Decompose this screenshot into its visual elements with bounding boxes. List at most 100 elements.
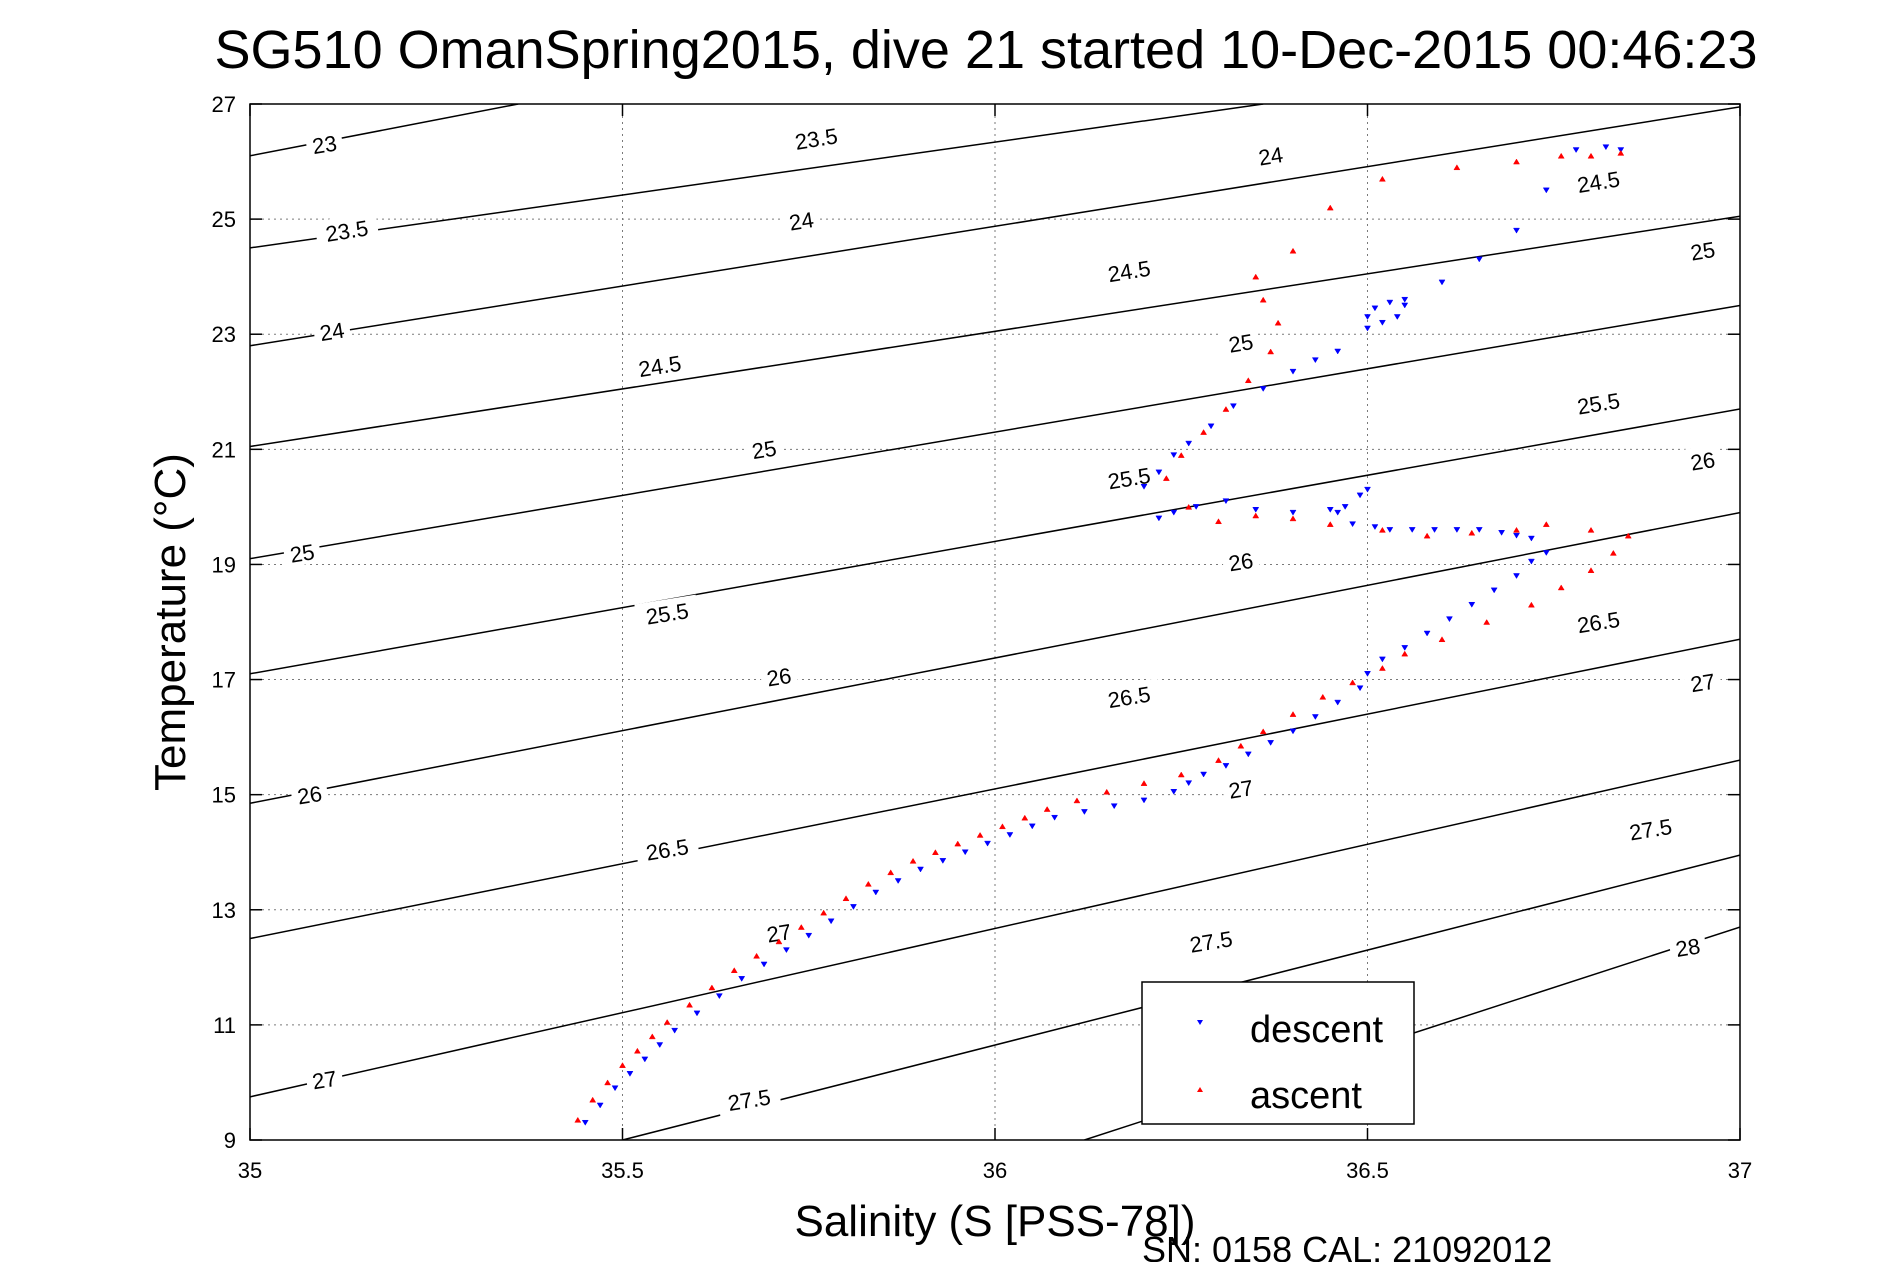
descent-point [1080, 809, 1088, 815]
descent-points [581, 144, 1625, 1126]
contour-label: 25 [282, 536, 322, 568]
contour-label-background [304, 1062, 345, 1095]
y-tick-label: 13 [212, 898, 236, 923]
descent-point [1408, 527, 1416, 533]
descent-point [1378, 656, 1386, 663]
descent-point [1542, 187, 1550, 194]
density-contour-line [250, 106, 1740, 347]
y-tick-label: 23 [212, 322, 236, 347]
ascent-points [574, 149, 1632, 1123]
serial-calibration-note: SN: 0158 CAL: 21092012 [1142, 1229, 1552, 1262]
contour-label-background [1250, 139, 1291, 171]
descent-point [596, 1102, 604, 1109]
ascent-point [1021, 814, 1029, 821]
contour-label: 27 [1682, 665, 1723, 697]
ascent-point [864, 880, 872, 887]
contour-label-background [1220, 544, 1261, 577]
ascent-point [730, 967, 738, 973]
contour-label-background [758, 660, 799, 692]
ascent-point [887, 869, 895, 876]
contour-label-background [1565, 162, 1631, 199]
density-contour-labels: 2323.52425262723.52424.52525.52626.52727… [282, 119, 1723, 1117]
density-contour-line [250, 104, 1264, 249]
x-tick-label: 35 [238, 1158, 262, 1183]
contour-label-background [626, 347, 693, 383]
y-tick-label: 27 [212, 92, 236, 117]
contour-label-background [1178, 922, 1244, 959]
descent-point [1356, 685, 1364, 692]
descent-point [1311, 357, 1319, 364]
ascent-point [708, 984, 716, 991]
contour-label-text: 25 [1689, 237, 1717, 266]
density-contour-line [250, 408, 1740, 675]
contour-label-background [289, 777, 330, 810]
contour-label: 26 [289, 777, 330, 810]
ascent-point [999, 823, 1006, 830]
contour-label: 27 [304, 1062, 345, 1095]
contour-label: 24 [781, 204, 821, 236]
descent-point [827, 918, 835, 925]
descent-point [1311, 714, 1319, 720]
descent-point [1326, 507, 1334, 513]
descent-point [1364, 671, 1371, 677]
descent-point [805, 932, 813, 939]
ascent-point [1587, 152, 1595, 159]
ascent-point [574, 1116, 582, 1123]
contour-label-text: 26 [765, 663, 793, 692]
ascent-point [604, 1079, 612, 1086]
descent-point [1572, 147, 1580, 154]
ascent-point [1073, 797, 1081, 804]
contour-label: 24.5 [1096, 252, 1162, 288]
ascent-point [1177, 771, 1185, 778]
descent-point [1364, 325, 1371, 332]
descent-point [1289, 728, 1297, 735]
contour-label-text: 24 [318, 318, 346, 347]
ascent-point [1557, 584, 1565, 591]
ascent-point [1438, 636, 1446, 643]
descent-point [1289, 509, 1297, 516]
x-tick-label: 37 [1728, 1158, 1752, 1183]
descent-point [1028, 823, 1036, 830]
descent-point [1401, 645, 1409, 651]
ascent-point [619, 1062, 626, 1068]
contour-label: 26.5 [1565, 603, 1631, 639]
ascent-point [1140, 780, 1148, 786]
ascent-point [1587, 526, 1595, 533]
contour-label: 24.5 [626, 347, 693, 383]
ascent-point [1289, 247, 1297, 254]
contour-label-text: 24 [1257, 142, 1285, 171]
descent-point [1252, 507, 1260, 513]
ascent-point [1326, 204, 1334, 211]
descent-point [984, 840, 991, 847]
ascent-point [663, 1019, 671, 1025]
y-tick-label: 21 [212, 437, 236, 462]
ascent-point [842, 895, 850, 902]
descent-point [1207, 423, 1215, 430]
ascent-point [1483, 619, 1491, 625]
descent-point [1602, 144, 1610, 151]
ascent-point [753, 952, 761, 959]
y-tick-label: 11 [213, 1013, 236, 1038]
contour-label: 25 [744, 432, 784, 464]
descent-point [1513, 532, 1520, 539]
contour-label-background [783, 119, 849, 156]
descent-point [1244, 751, 1252, 758]
density-contour-line [250, 104, 519, 157]
contour-label: 25 [1220, 326, 1261, 358]
descent-point [1468, 601, 1476, 608]
contour-label-background [1565, 384, 1631, 421]
contour-label-background [758, 916, 799, 948]
ascent-point [909, 857, 917, 864]
descent-point [1051, 814, 1059, 821]
descent-point [1140, 483, 1148, 490]
ascent-point [1215, 757, 1222, 763]
contour-label: 25 [1682, 234, 1723, 266]
y-tick-label: 9 [224, 1128, 236, 1153]
descent-point [1349, 521, 1357, 528]
descent-point [715, 993, 723, 1000]
descent-point [1386, 527, 1394, 533]
ascent-point [648, 1033, 656, 1040]
density-contour-line [250, 759, 1740, 1098]
y-axis-label: Temperature (°C) [146, 453, 195, 791]
